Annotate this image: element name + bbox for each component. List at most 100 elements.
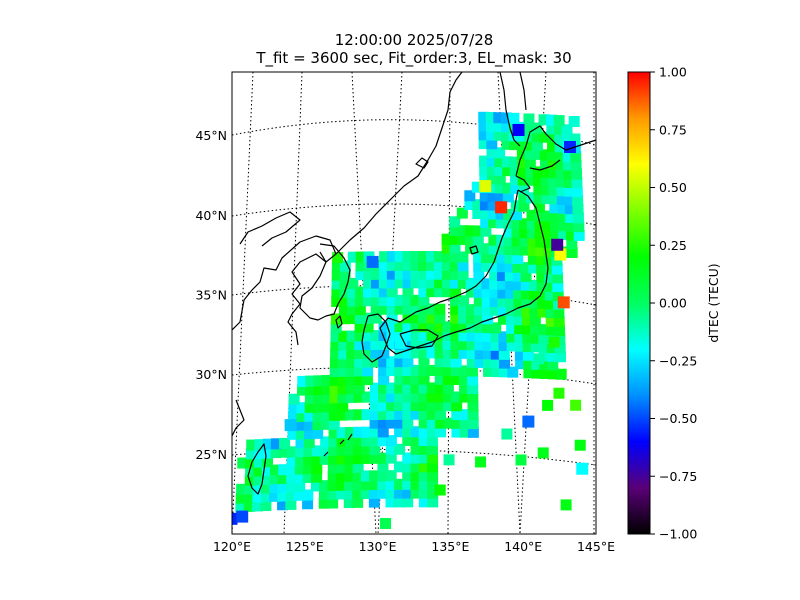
- dtec-cell: [253, 456, 265, 468]
- dtec-cell: [394, 364, 406, 376]
- dtec-cell: [380, 517, 392, 529]
- dtec-cell: [489, 287, 501, 299]
- dtec-cell: [287, 446, 299, 458]
- dtec-cell: [459, 391, 471, 403]
- dtec-cell: [402, 496, 414, 508]
- dtec-cell: [235, 492, 247, 504]
- dtec-cell: [377, 400, 389, 412]
- dtec-cell: [490, 357, 502, 369]
- dtec-cell: [547, 359, 559, 371]
- dtec-cell: [442, 286, 454, 298]
- dtec-cell: [269, 490, 281, 502]
- colorbar: 1.00 0.75 0.50 0.25 0.00 −0.25 −0.50 −0.75 −1.00…: [627, 65, 721, 542]
- dtec-cell: [237, 457, 249, 469]
- dtec-cell: [252, 500, 264, 512]
- dtec-cell: [527, 236, 539, 248]
- dtec-cell: [457, 268, 469, 280]
- dtec-cell: [286, 472, 298, 484]
- dtec-cell: [557, 211, 569, 223]
- dtec-cell: [540, 175, 552, 187]
- dtec-cell: [442, 356, 454, 368]
- dtec-cell: [371, 277, 383, 289]
- dtec-cell: [355, 251, 367, 263]
- dtec-cell: [418, 426, 430, 438]
- dtec-cell: [246, 439, 258, 451]
- dtec-cell: [244, 483, 256, 495]
- dtec-cell: [497, 305, 509, 317]
- dtec-cell: [555, 167, 567, 179]
- dtec-cell: [497, 296, 509, 308]
- dtec-cell: [410, 277, 422, 289]
- dtec-cell: [302, 489, 314, 501]
- dtec-cell: [480, 216, 492, 228]
- dtec-cell: [481, 260, 493, 272]
- dtec-cell: [561, 124, 573, 136]
- dtec-cell: [393, 461, 405, 473]
- dtec-cell: [394, 426, 406, 438]
- dtec-cell: [553, 387, 565, 399]
- dtec-cell: [554, 333, 566, 345]
- dtec-cell: [553, 115, 565, 127]
- dtec-cell: [442, 382, 454, 394]
- dtec-cell: [434, 391, 446, 403]
- dtec-cell: [385, 470, 397, 482]
- dtec-cell: [386, 356, 398, 368]
- dtec-cell: [479, 164, 491, 176]
- dtec-cell: [402, 338, 414, 350]
- dtec-cell: [311, 454, 323, 466]
- dtec-cell: [394, 443, 406, 455]
- dtec-cell: [511, 244, 523, 256]
- dtec-cell: [235, 501, 247, 513]
- dtec-cell: [426, 251, 438, 263]
- coastline-sado: [469, 245, 479, 255]
- dtec-cell: [338, 304, 350, 316]
- dtec-cell: [418, 364, 430, 376]
- dtec-cell: [313, 392, 325, 404]
- dtec-cell: [442, 347, 454, 359]
- dtec-cell: [261, 473, 273, 485]
- dtec-cell: [501, 428, 513, 440]
- dtec-cell: [236, 510, 249, 523]
- dtec-cell: [354, 321, 366, 333]
- dtec-cell: [534, 227, 546, 239]
- dtec-cell: [563, 176, 575, 188]
- dtec-cell: [385, 435, 397, 447]
- dtec-cell: [441, 268, 453, 280]
- dtec-cell: [542, 228, 554, 240]
- dtec-cell: [494, 164, 506, 176]
- dtec-cell: [418, 452, 430, 464]
- dtec-cell: [524, 139, 536, 151]
- dtec-cell: [346, 356, 358, 368]
- dtec-cell: [313, 375, 325, 387]
- dtec-cell: [252, 482, 264, 494]
- dtec-cell: [418, 259, 430, 271]
- dtec-cell: [370, 286, 382, 298]
- dtec-cell: [346, 313, 358, 325]
- dtec-cell: [539, 367, 551, 379]
- dtec-cell: [336, 444, 348, 456]
- dtec-cell: [402, 364, 414, 376]
- dtec-cell: [478, 120, 490, 132]
- dtec-cell: [554, 132, 566, 144]
- dtec-cell: [410, 487, 422, 499]
- map-area: [232, 72, 596, 534]
- dtec-cell: [269, 464, 281, 476]
- dtec-cell: [386, 400, 398, 412]
- dtec-cell: [542, 399, 554, 411]
- dtec-cell: [312, 419, 324, 431]
- dtec-cell: [378, 277, 390, 289]
- dtec-cell: [458, 330, 470, 342]
- dtec-cell: [394, 251, 406, 263]
- dtec-cell: [528, 262, 540, 274]
- dtec-cell: [524, 148, 536, 160]
- dtec-cell: [568, 116, 580, 128]
- dtec-cell: [514, 340, 526, 352]
- dtec-cell: [472, 207, 484, 219]
- dtec-cell: [418, 382, 430, 394]
- dtec-cell: [402, 461, 414, 473]
- dtec-cell: [245, 448, 257, 460]
- dtec-cell: [564, 194, 576, 206]
- dtec-cell: [531, 367, 543, 379]
- dtec-cell: [509, 165, 521, 177]
- dtec-cell: [433, 251, 445, 263]
